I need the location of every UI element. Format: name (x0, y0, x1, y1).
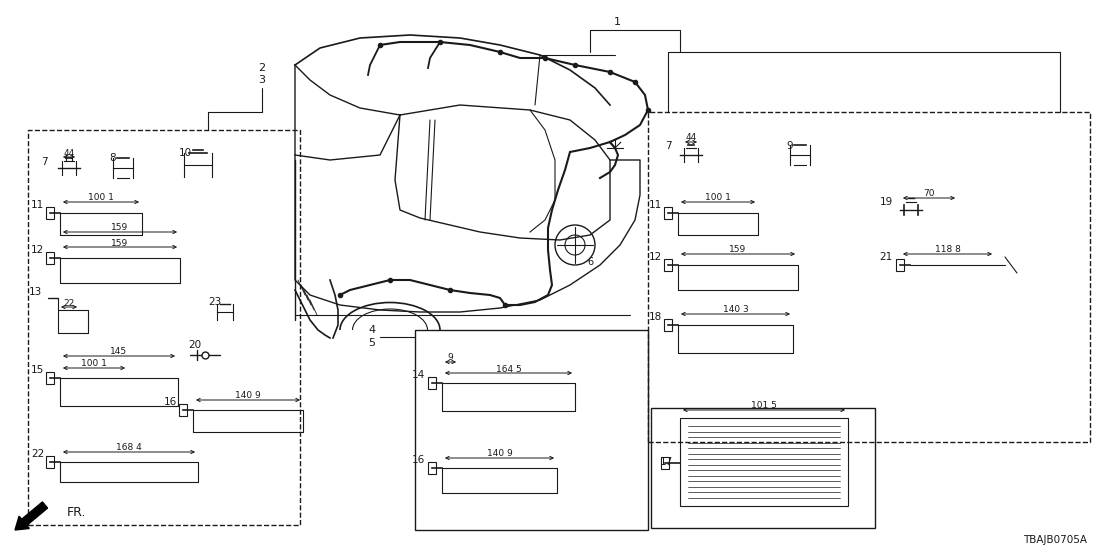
Text: FR.: FR. (66, 506, 86, 520)
Bar (648, 112, 1090, 442)
Text: 9: 9 (787, 141, 793, 151)
Text: 145: 145 (111, 347, 127, 357)
Bar (664, 259, 671, 271)
Bar (652, 408, 875, 528)
Bar (28, 130, 300, 525)
Text: 5: 5 (369, 338, 376, 348)
Bar (47, 372, 54, 384)
Text: 19: 19 (880, 197, 893, 207)
Text: 3: 3 (258, 75, 266, 85)
Text: 12: 12 (31, 245, 44, 255)
FancyArrow shape (16, 502, 48, 530)
Text: 12: 12 (649, 252, 661, 262)
Bar (664, 207, 671, 219)
Text: 159: 159 (729, 245, 747, 254)
Text: 16: 16 (164, 397, 177, 407)
Bar (428, 377, 437, 389)
Text: 159: 159 (112, 239, 129, 248)
Text: 100 1: 100 1 (81, 360, 107, 368)
Text: 100 1: 100 1 (705, 193, 731, 203)
Text: 16: 16 (412, 455, 425, 465)
Bar (428, 462, 437, 474)
Bar (664, 319, 671, 331)
Text: 11: 11 (649, 200, 661, 210)
Text: 11: 11 (31, 200, 44, 210)
Bar (179, 404, 187, 416)
Text: 22: 22 (31, 449, 44, 459)
Text: 101 5: 101 5 (751, 402, 777, 411)
Text: 21: 21 (880, 252, 893, 262)
Text: 44: 44 (63, 148, 74, 157)
Text: 70: 70 (923, 189, 935, 198)
Text: 7: 7 (41, 157, 48, 167)
Text: 18: 18 (649, 312, 661, 322)
Text: 8: 8 (110, 153, 116, 163)
Text: 2: 2 (258, 63, 266, 73)
Text: 118 8: 118 8 (934, 245, 961, 254)
Bar (47, 456, 54, 468)
Text: 15: 15 (31, 365, 44, 375)
Text: 13: 13 (29, 287, 42, 297)
Text: 22: 22 (63, 299, 74, 307)
Text: 1: 1 (614, 17, 620, 27)
Text: 9: 9 (448, 353, 453, 362)
Text: 140 9: 140 9 (235, 392, 260, 401)
Text: 164 5: 164 5 (495, 365, 522, 373)
Text: 159: 159 (112, 223, 129, 233)
Text: 4: 4 (369, 325, 376, 335)
Bar (47, 207, 54, 219)
Text: 10: 10 (178, 148, 192, 158)
Text: 140 3: 140 3 (722, 305, 748, 315)
Text: 7: 7 (666, 141, 671, 151)
Bar (47, 252, 54, 264)
Text: 44: 44 (686, 134, 697, 142)
Text: 100 1: 100 1 (88, 193, 114, 203)
Text: 23: 23 (208, 297, 222, 307)
Text: 140 9: 140 9 (486, 449, 512, 459)
Bar (661, 457, 669, 469)
Text: 17: 17 (659, 457, 673, 467)
Text: 14: 14 (412, 370, 425, 380)
Bar (416, 330, 648, 530)
Text: 168 4: 168 4 (116, 444, 142, 453)
Bar (680, 418, 848, 506)
Text: 6: 6 (587, 257, 593, 267)
Text: 20: 20 (188, 340, 202, 350)
Bar (896, 259, 904, 271)
Text: TBAJB0705A: TBAJB0705A (1023, 535, 1087, 545)
